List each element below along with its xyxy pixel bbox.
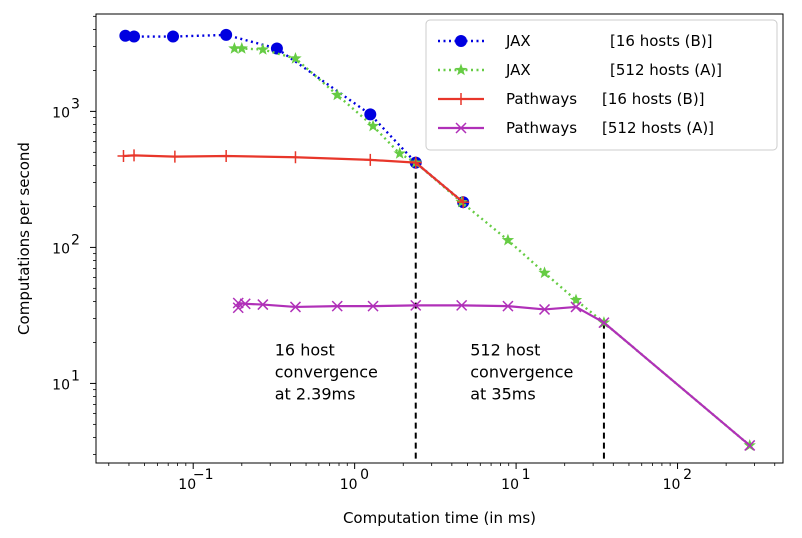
data-point xyxy=(128,30,141,43)
x-tick-exponent: 1 xyxy=(522,467,531,483)
data-point xyxy=(367,300,379,312)
annotation: 512 host convergence at 35ms xyxy=(470,341,573,404)
y-tick-label: 10 xyxy=(52,105,70,121)
legend-label-suffix: [16 hosts (B)] xyxy=(610,32,713,50)
data-point xyxy=(455,93,467,105)
series-2 xyxy=(117,149,470,209)
data-point xyxy=(117,149,130,162)
legend-entry: Pathways [16 hosts (B)] xyxy=(438,90,705,108)
data-point xyxy=(289,151,302,164)
data-point xyxy=(501,233,515,246)
data-point xyxy=(256,43,270,55)
x-tick-exponent: −1 xyxy=(193,467,214,483)
data-point xyxy=(128,149,141,162)
data-point xyxy=(454,63,468,76)
y-tick-exponent: 3 xyxy=(71,96,80,112)
x-tick-exponent: 2 xyxy=(683,467,692,483)
x-tick-label: 10 xyxy=(178,477,196,493)
legend-label: Pathways xyxy=(506,90,577,108)
data-point xyxy=(220,149,233,162)
data-point xyxy=(598,317,610,329)
data-point xyxy=(167,30,180,43)
data-point xyxy=(410,299,422,311)
data-point xyxy=(331,88,344,101)
legend-entry: Pathways [512 hosts (A)] xyxy=(438,119,714,137)
legend-label: JAX xyxy=(505,61,531,79)
legend-label: JAX xyxy=(505,32,531,50)
plot-frame xyxy=(95,13,784,464)
data-point xyxy=(289,301,302,313)
data-point xyxy=(289,51,302,64)
data-point xyxy=(409,156,422,169)
legend: JAX [16 hosts (B)]JAX [512 hosts (A)]Pathw… xyxy=(425,19,778,151)
data-point xyxy=(366,119,380,132)
data-point xyxy=(331,300,343,312)
data-point xyxy=(228,41,241,54)
y-tick-label: 10 xyxy=(52,241,70,257)
x-axis-label: Computation time (in ms) xyxy=(343,509,536,527)
legend-label-suffix: [16 hosts (B)] xyxy=(602,90,705,108)
series-line xyxy=(123,154,464,204)
legend-box xyxy=(425,19,778,151)
data-point xyxy=(538,266,551,279)
x-tick-exponent: 0 xyxy=(360,467,369,483)
data-point xyxy=(364,108,377,121)
data-point xyxy=(569,293,583,306)
series-line xyxy=(234,47,751,447)
data-point xyxy=(220,28,233,41)
data-point xyxy=(455,35,467,47)
legend-entry: JAX [16 hosts (B)] xyxy=(438,32,713,50)
data-point xyxy=(168,150,181,163)
annotation: 16 host convergence at 2.39ms xyxy=(275,341,378,404)
data-point xyxy=(119,29,132,42)
x-tick-label: 10 xyxy=(501,477,519,493)
x-tick-label: 10 xyxy=(663,477,681,493)
data-point xyxy=(456,299,468,311)
data-point xyxy=(570,301,582,313)
data-point xyxy=(235,41,248,54)
y-tick-exponent: 2 xyxy=(71,232,80,248)
data-point xyxy=(364,153,377,166)
x-tick-label: 10 xyxy=(340,477,358,493)
data-point xyxy=(232,302,244,314)
legend-entry: JAX [512 hosts (A)] xyxy=(438,61,722,79)
data-point xyxy=(393,147,406,159)
legend-label-suffix: [512 hosts (A)] xyxy=(610,61,722,79)
data-point xyxy=(744,439,756,451)
data-point xyxy=(239,298,251,310)
data-point xyxy=(455,122,467,134)
series-3 xyxy=(232,297,756,451)
series-line xyxy=(125,33,464,204)
data-point xyxy=(502,300,514,312)
y-tick-label: 10 xyxy=(52,377,70,393)
legend-label-suffix: [512 hosts (A)] xyxy=(602,119,714,137)
data-point xyxy=(257,299,269,311)
data-point xyxy=(457,196,470,209)
y-axis-label: Computations per second xyxy=(15,142,33,335)
legend-label: Pathways xyxy=(506,119,577,137)
series-line xyxy=(237,301,751,447)
y-tick-exponent: 1 xyxy=(71,368,80,384)
data-point xyxy=(538,303,551,315)
